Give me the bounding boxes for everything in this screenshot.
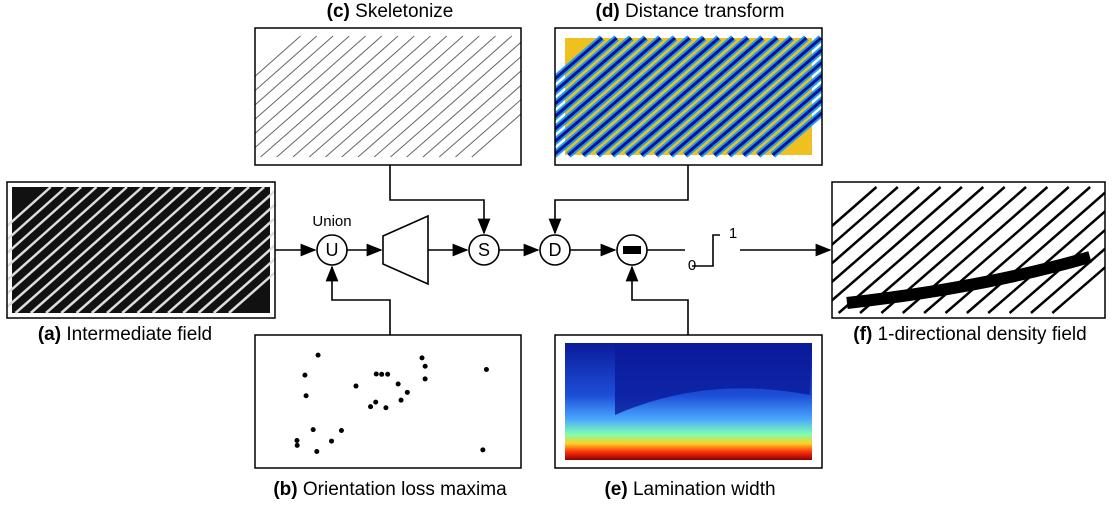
stripe (163, 36, 301, 157)
panel-image (466, 38, 908, 155)
maximum-dot (339, 428, 344, 433)
maximum-dot (311, 427, 316, 432)
arrow (632, 267, 688, 335)
panel-caption-text: Intermediate field (66, 324, 212, 345)
panel: (d) Distance transform (466, 1, 908, 165)
arrow (390, 165, 484, 233)
panel-caption-text: Distance transform (625, 1, 784, 22)
panel: (f) 1-directional density field (732, 182, 1117, 345)
image-shape (847, 257, 1090, 303)
panel-caption: (d) Distance transform (596, 1, 785, 22)
maximum-dot (353, 384, 358, 389)
panel: (e) Lamination width (555, 335, 822, 500)
panel: (b) Orientation loss maxima (255, 335, 521, 500)
panel-image (294, 353, 488, 454)
operator-label: D (549, 240, 562, 260)
step-high: 1 (729, 225, 737, 242)
panel: (c) Skeletonize (163, 1, 609, 165)
panel-caption-text: Lamination width (633, 479, 776, 500)
maximum-dot (329, 439, 334, 444)
diagram: Union 0 1 (a) Intermediate field (b) Orie… (0, 0, 1117, 506)
arrow (332, 267, 390, 335)
operator-label: S (478, 240, 490, 260)
panel-caption: (f) 1-directional density field (853, 324, 1086, 345)
maximum-dot (295, 443, 300, 448)
arrow (555, 165, 688, 233)
union-label: Union (312, 213, 351, 230)
maximum-dot (314, 449, 319, 454)
maximum-dot (484, 367, 489, 372)
panel-letter: (a) (38, 324, 61, 345)
panel-image (163, 36, 609, 157)
maximum-dot (423, 364, 428, 369)
maximum-dot (383, 405, 388, 410)
maximum-dot (420, 355, 425, 360)
panel-caption: (e) Lamination width (604, 479, 775, 500)
panel-caption: (b) Orientation loss maxima (273, 479, 507, 500)
step-function (692, 235, 720, 266)
maximum-dot (304, 393, 309, 398)
operator-label: U (326, 240, 339, 260)
maximum-dot (396, 382, 401, 387)
panel-frame (255, 335, 521, 468)
maximum-dot (379, 372, 384, 377)
panel-caption: (c) Skeletonize (327, 1, 454, 22)
panel-image (0, 187, 371, 313)
stripe (179, 36, 317, 157)
maximum-dot (405, 390, 410, 395)
maximum-dot (316, 353, 321, 358)
maximum-dot (373, 400, 378, 405)
maximum-dot (302, 373, 307, 378)
panel-caption: (a) Intermediate field (38, 324, 212, 345)
stripe (196, 36, 334, 157)
panel-letter: (d) (596, 1, 620, 22)
maximum-dot (480, 447, 485, 452)
step-low: 0 (688, 257, 696, 274)
panel-letter: (c) (327, 1, 350, 22)
panel-image (565, 343, 812, 460)
maximum-dot (385, 372, 390, 377)
maximum-dot (399, 398, 404, 403)
minus-icon (623, 246, 641, 254)
panel-caption-text: Orientation loss maxima (303, 479, 507, 500)
maximum-dot (294, 438, 299, 443)
maximum-dot (423, 376, 428, 381)
panel: (a) Intermediate field (0, 182, 371, 345)
panel-caption-text: 1-directional density field (878, 324, 1087, 345)
panel-caption-text: Skeletonize (355, 1, 453, 22)
maximum-dot (368, 404, 373, 409)
panel-letter: (e) (604, 479, 627, 500)
stripe (967, 187, 1112, 313)
panel-letter: (f) (853, 324, 872, 345)
maximum-dot (374, 371, 379, 376)
panel-letter: (b) (273, 479, 297, 500)
stripe (945, 187, 1090, 313)
network (383, 216, 428, 284)
